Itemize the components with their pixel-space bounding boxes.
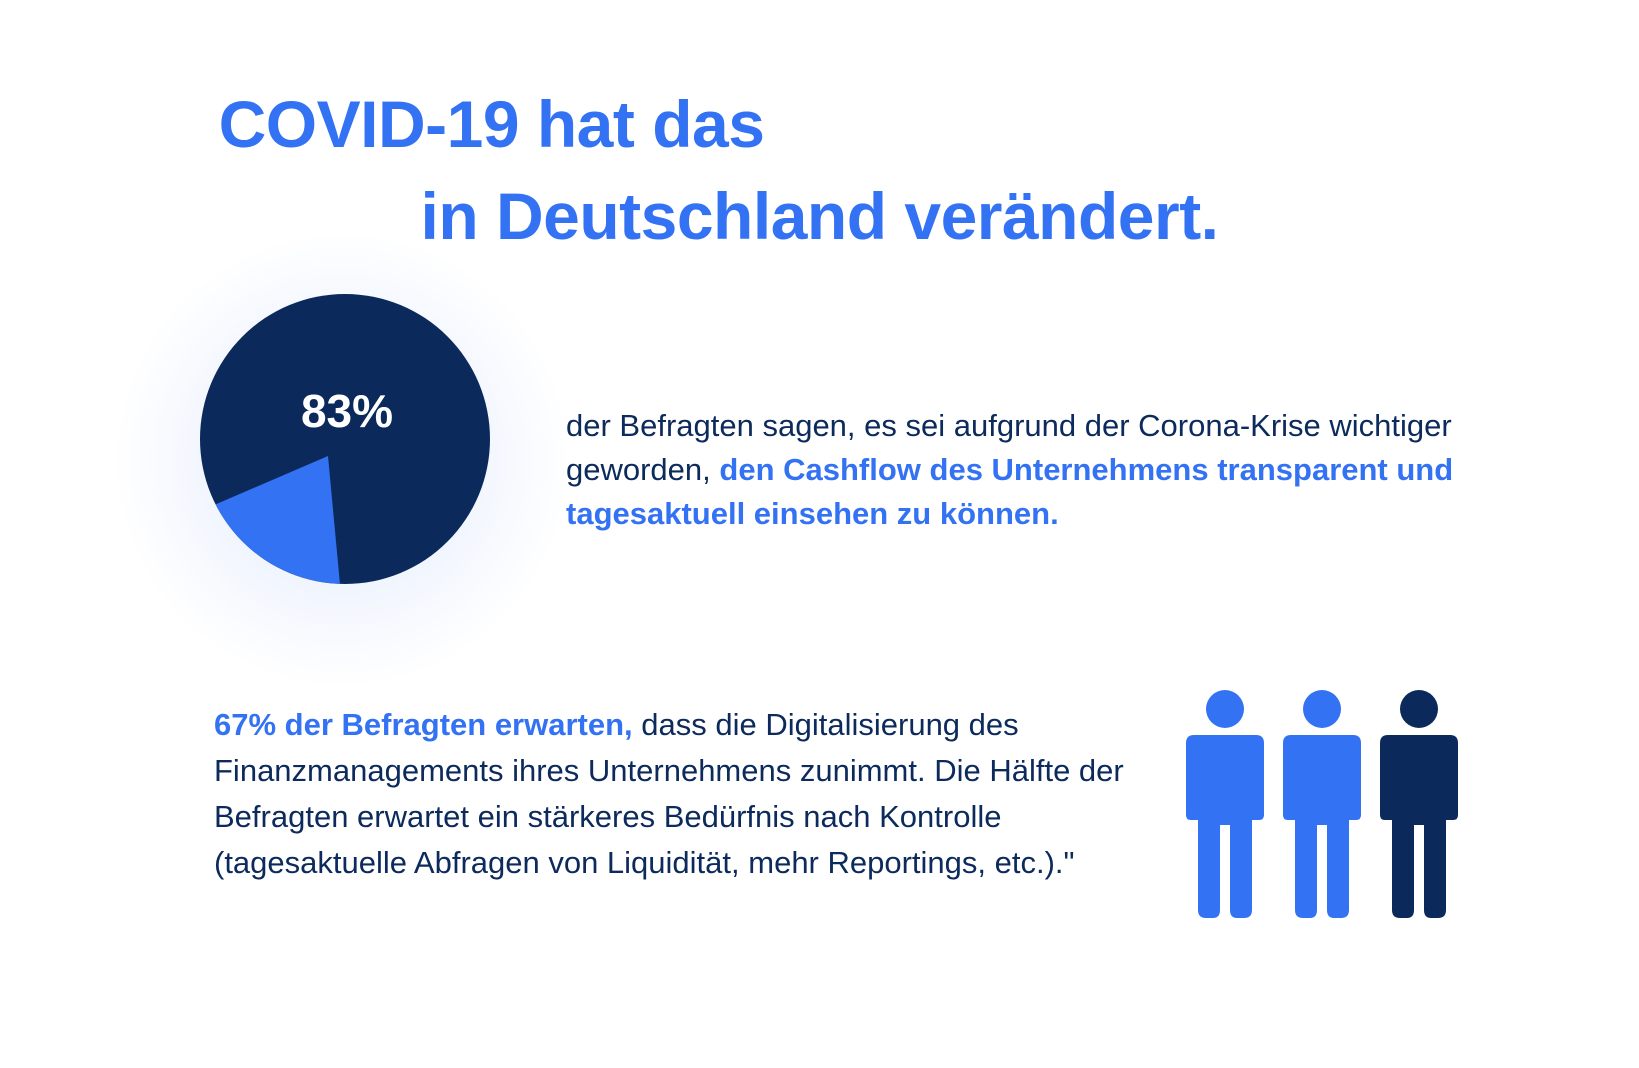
people-icons [1180, 690, 1500, 930]
page-title: COVID-19 hat das Finanzmanagement in Deu… [0, 78, 1639, 262]
person-icon [1374, 690, 1464, 920]
person-icon [1277, 690, 1367, 920]
stat-digitalisation-highlight: 67% der Befragten erwarten, [214, 707, 633, 742]
stat-cashflow-text: der Befragten sagen, es sei aufgrund der… [566, 408, 1452, 487]
title-line-2: in Deutschland verändert. [420, 179, 1219, 253]
stat-cashflow-highlight: den Cashflow des Unternehmens transparen… [566, 452, 1454, 531]
pie-glow: 83% [112, 230, 572, 690]
pie-slice-rest [215, 456, 340, 584]
stat-digitalisation: 67% der Befragten erwarten, dass die Dig… [214, 702, 1154, 886]
title-highlight: Finanzmanagement [786, 78, 1420, 170]
pie-data-label: 83% [301, 385, 393, 437]
pie-chart: 83% [200, 294, 490, 584]
title-prefix: COVID-19 hat das [218, 87, 765, 161]
title-line-1: COVID-19 hat das Finanzmanagement [0, 78, 1639, 170]
stat-digitalisation-text: dass die Digitalisierung des Finanzmanag… [214, 707, 1124, 880]
stat-cashflow: der Befragten sagen, es sei aufgrund der… [566, 404, 1566, 536]
person-icon [1180, 690, 1270, 920]
